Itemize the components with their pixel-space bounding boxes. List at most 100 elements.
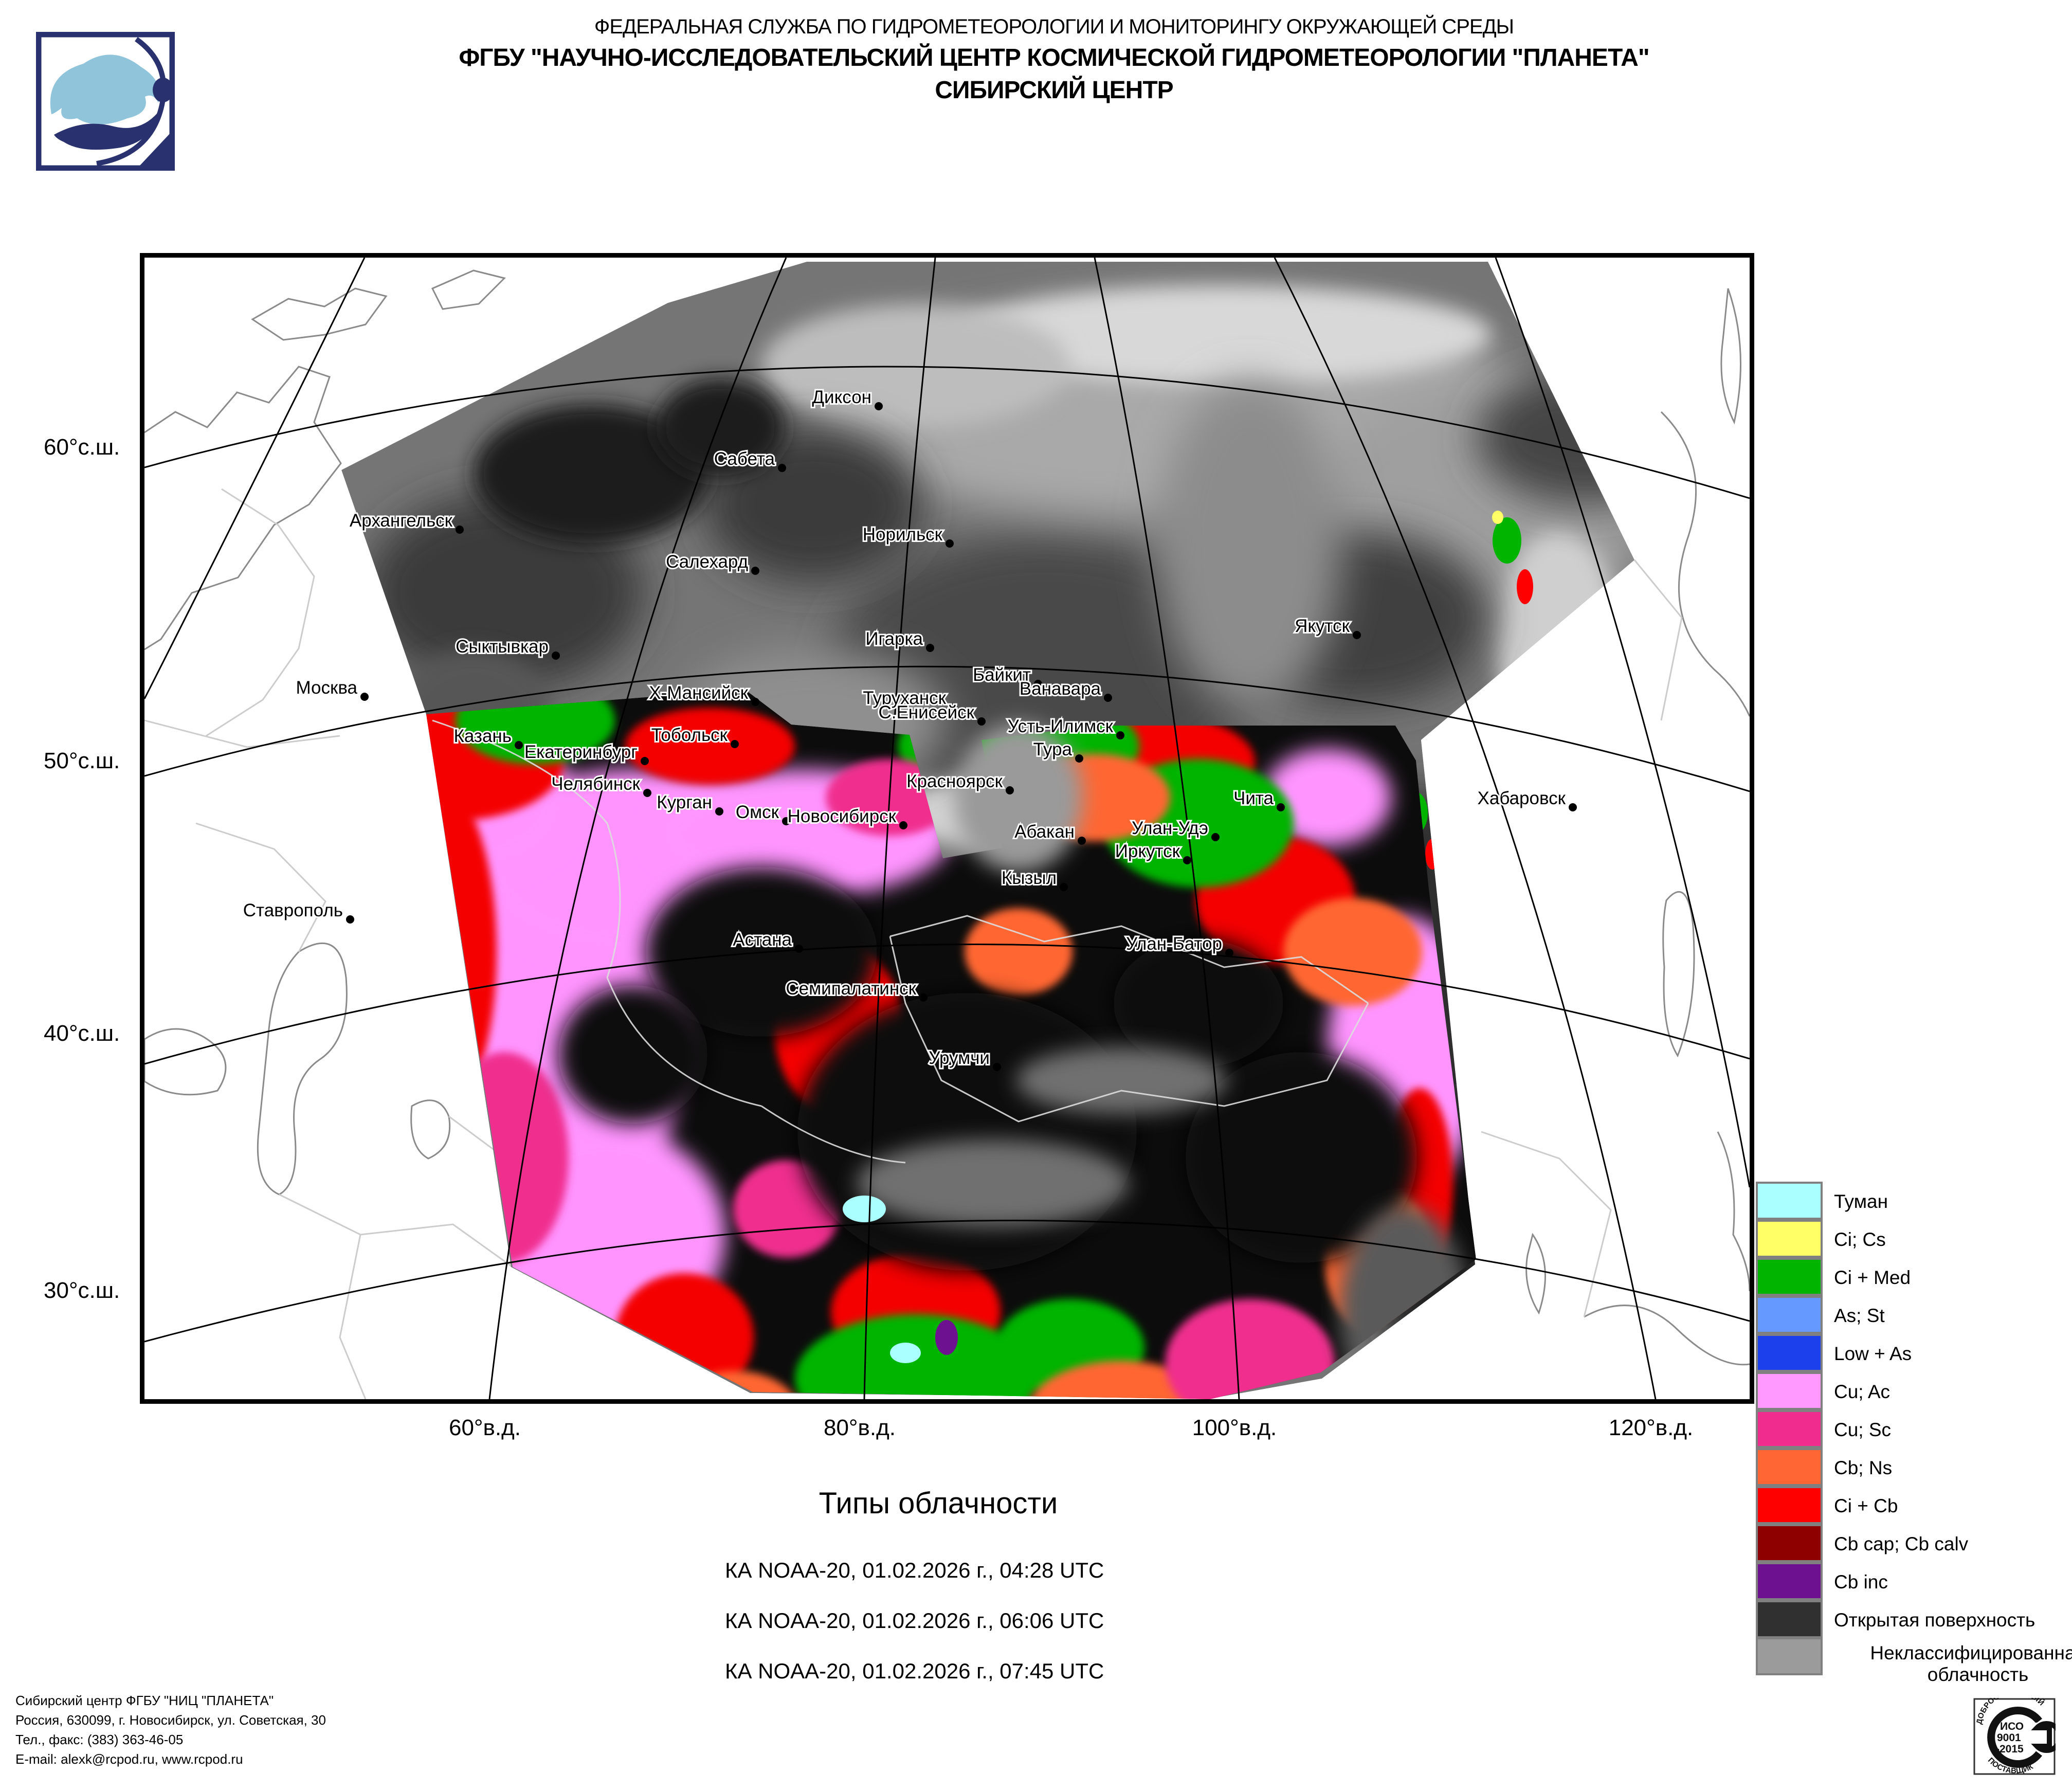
city-dot bbox=[1075, 754, 1083, 763]
lon-label: 120°в.д. bbox=[1608, 1415, 1694, 1440]
legend-label: Cu; Ac bbox=[1834, 1381, 1890, 1402]
legend-swatch bbox=[1756, 1182, 1823, 1220]
legend-item: Ci; Cs bbox=[1756, 1220, 2072, 1259]
pass-info: КА NOAA-20, 01.02.2026 г., 07:45 UTC bbox=[725, 1659, 1104, 1683]
footer-line: E-mail: alexk@rcpod.ru, www.rcpod.ru bbox=[15, 1751, 243, 1767]
city-label: Туруханск bbox=[863, 688, 946, 708]
city-label: Х-Мансийск bbox=[649, 683, 748, 703]
city-dot bbox=[778, 464, 786, 472]
map-area[interactable]: Диксон Сабета Норильск Игарка Туруханск Тура Я… bbox=[140, 253, 1754, 1404]
legend-swatch bbox=[1756, 1486, 1823, 1524]
svg-text:9001: 9001 bbox=[1997, 1732, 2021, 1744]
city-dot bbox=[643, 789, 651, 797]
legend-item: Неклассифицированная облачность bbox=[1756, 1637, 2072, 1685]
city-dot bbox=[899, 821, 907, 829]
city-dot bbox=[782, 817, 790, 825]
pass-info: КА NOAA-20, 01.02.2026 г., 06:06 UTC bbox=[725, 1608, 1104, 1633]
city-label: Сабета bbox=[714, 449, 775, 469]
pass-info: КА NOAA-20, 01.02.2026 г., 04:28 UTC bbox=[725, 1558, 1104, 1582]
legend-label: Ci + Med bbox=[1834, 1267, 1911, 1288]
city-label: Салехард bbox=[666, 552, 748, 572]
legend-label: Cb cap; Cb calv bbox=[1834, 1533, 1969, 1554]
legend-label: Неклассифицированная облачность bbox=[1870, 1642, 2072, 1685]
city-label: Улан-Удэ bbox=[1132, 818, 1208, 838]
city-label: Чита bbox=[1233, 788, 1274, 808]
legend-item: Low + As bbox=[1756, 1334, 2072, 1373]
lat-label: 60°с.ш. bbox=[44, 435, 120, 460]
legend-swatch bbox=[1756, 1334, 1823, 1372]
city-label: Курган bbox=[657, 792, 712, 812]
legend-label: Low + As bbox=[1834, 1343, 1912, 1364]
legend-item: Cb inc bbox=[1756, 1562, 2072, 1601]
iso-9001-badge-icon: ИСО 9001 -2015 ДОБРОСОВЕСТНЫЙ ПОСТАВЩИК bbox=[1973, 1698, 2056, 1775]
city-dot bbox=[1277, 803, 1285, 811]
footer-contacts: Сибирский центр ФГБУ "НИЦ "ПЛАНЕТА" Росси… bbox=[15, 1691, 326, 1769]
header-line2: ФГБУ "НАУЧНО-ИССЛЕДОВАТЕЛЬСКИЙ ЦЕНТР КОС… bbox=[459, 44, 1649, 71]
city-dot bbox=[456, 526, 464, 534]
city-label: Тобольск bbox=[651, 725, 728, 745]
city-label: Диксон bbox=[812, 387, 871, 407]
city-dot bbox=[346, 915, 354, 924]
legend-label: Cb; Ns bbox=[1834, 1457, 1893, 1478]
legend-swatch bbox=[1756, 1410, 1823, 1448]
city-label: Екатеринбург bbox=[524, 742, 638, 762]
city-dot bbox=[1060, 883, 1068, 891]
city-dot bbox=[552, 652, 560, 660]
city-dot bbox=[1104, 694, 1112, 702]
city-label: Астана bbox=[733, 930, 792, 950]
city-label: Игарка bbox=[865, 629, 923, 649]
city-dot bbox=[1183, 856, 1191, 864]
city-dot bbox=[977, 717, 986, 726]
city-label: Усть-Илимск bbox=[1008, 716, 1114, 736]
city-label: Якутск bbox=[1295, 616, 1350, 636]
city-markers: Диксон Сабета Норильск Игарка Туруханск Тура Я… bbox=[242, 386, 1577, 1071]
city-label: Омск bbox=[736, 802, 779, 822]
city-label: С.Енисейск bbox=[878, 702, 974, 722]
svg-text:ИСО: ИСО bbox=[2000, 1721, 2024, 1732]
legend-item: As; St bbox=[1756, 1296, 2072, 1335]
legend-label: Ci; Cs bbox=[1834, 1229, 1886, 1250]
city-dot bbox=[919, 993, 928, 1002]
lon-label: 100°в.д. bbox=[1192, 1415, 1277, 1440]
city-label: Ванавара bbox=[1020, 679, 1101, 699]
city-dot bbox=[715, 807, 723, 816]
header: ФЕДЕРАЛЬНАЯ СЛУЖБА ПО ГИДРОМЕТЕОРОЛОГИИ … bbox=[36, 15, 2072, 104]
lat-label: 30°с.ш. bbox=[44, 1278, 120, 1303]
legend-swatch bbox=[1756, 1600, 1823, 1638]
planeta-logo-icon bbox=[36, 32, 175, 171]
city-dot bbox=[1116, 731, 1124, 739]
lon-label: 60°в.д. bbox=[448, 1415, 521, 1440]
legend-item: Открытая поверхность bbox=[1756, 1600, 2072, 1639]
city-dot bbox=[1211, 833, 1220, 841]
header-line1: ФЕДЕРАЛЬНАЯ СЛУЖБА ПО ГИДРОМЕТЕОРОЛОГИИ … bbox=[594, 15, 1514, 38]
map-title: Типы облачности bbox=[819, 1487, 1058, 1520]
legend-label: Туман bbox=[1834, 1191, 1888, 1212]
city-label: Улан-Батор bbox=[1126, 934, 1222, 954]
city-label: Красноярск bbox=[906, 771, 1003, 791]
city-label: Ставрополь bbox=[243, 900, 343, 920]
city-label: Тура bbox=[1033, 739, 1073, 759]
city-dot bbox=[949, 703, 957, 711]
city-dot bbox=[641, 757, 649, 765]
legend-swatch bbox=[1756, 1296, 1823, 1334]
legend-label: Cb inc bbox=[1834, 1571, 1888, 1593]
city-dot bbox=[875, 402, 883, 410]
city-dot bbox=[1569, 803, 1577, 811]
legend-label: Ci + Cb bbox=[1834, 1495, 1898, 1516]
city-dot bbox=[1225, 949, 1233, 957]
graticule bbox=[143, 257, 1751, 1400]
city-label: Новосибирск bbox=[788, 806, 897, 826]
legend-label: Cu; Sc bbox=[1834, 1419, 1892, 1440]
city-dot bbox=[926, 644, 934, 652]
legend-swatch bbox=[1756, 1372, 1823, 1410]
lon-label: 80°в.д. bbox=[823, 1415, 896, 1440]
city-label: Абакан bbox=[1014, 822, 1075, 842]
legend-swatch bbox=[1756, 1524, 1823, 1562]
city-dot bbox=[360, 693, 369, 701]
legend-swatch bbox=[1756, 1258, 1823, 1296]
lat-label: 50°с.ш. bbox=[44, 748, 120, 773]
city-label: Иркутск bbox=[1115, 841, 1180, 861]
lat-label: 40°с.ш. bbox=[44, 1021, 120, 1046]
legend-label: As; St bbox=[1834, 1305, 1885, 1326]
legend-swatch bbox=[1756, 1220, 1823, 1258]
